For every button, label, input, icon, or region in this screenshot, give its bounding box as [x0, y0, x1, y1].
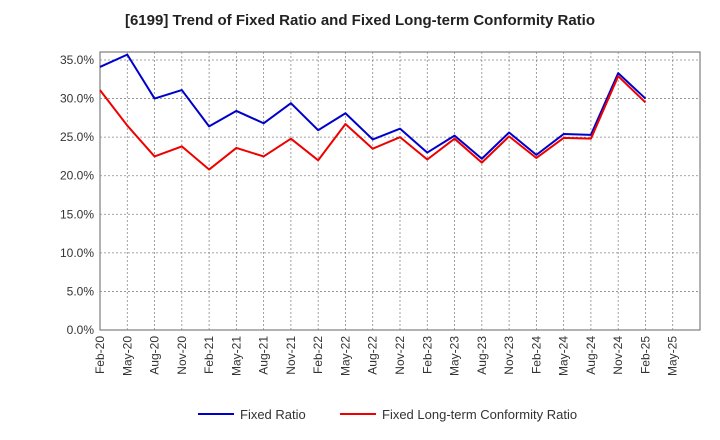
series-line-fixed-ratio — [99, 53, 647, 160]
x-tick-label: Nov-24 — [611, 336, 625, 375]
x-tick-label: Nov-22 — [393, 336, 407, 375]
y-tick-label: 25.0% — [60, 130, 94, 144]
x-tick-label: May-22 — [338, 336, 352, 376]
y-tick-label: 30.0% — [60, 92, 94, 106]
x-tick-label: Nov-23 — [502, 336, 516, 375]
x-tick-label: Aug-20 — [148, 336, 162, 375]
x-tick-label: May-25 — [666, 336, 680, 376]
x-tick-label: Feb-22 — [311, 336, 325, 374]
x-tick-label: Feb-25 — [638, 336, 652, 374]
x-tick-label: May-21 — [229, 336, 243, 376]
x-tick-label: May-24 — [557, 336, 571, 376]
y-tick-label: 0.0% — [67, 323, 95, 337]
y-tick-label: 5.0% — [67, 284, 95, 298]
x-tick-label: May-23 — [448, 336, 462, 376]
x-tick-label: Feb-20 — [93, 336, 107, 374]
x-tick-label: May-20 — [120, 336, 134, 376]
x-tick-label: Aug-22 — [366, 336, 380, 375]
legend-label: Fixed Long-term Conformity Ratio — [382, 407, 577, 422]
x-tick-label: Nov-21 — [284, 336, 298, 375]
legend-label: Fixed Ratio — [240, 407, 306, 422]
x-tick-label: Aug-23 — [475, 336, 489, 375]
y-tick-label: 35.0% — [60, 53, 94, 67]
y-tick-label: 10.0% — [60, 246, 94, 260]
x-tick-label: Aug-21 — [257, 336, 271, 375]
x-tick-label: Feb-24 — [529, 336, 543, 374]
chart-title: [6199] Trend of Fixed Ratio and Fixed Lo… — [124, 12, 596, 29]
y-tick-label: 15.0% — [60, 207, 94, 221]
x-tick-label: Feb-23 — [420, 336, 434, 374]
x-tick-label: Aug-24 — [584, 336, 598, 375]
x-tick-label: Feb-21 — [202, 336, 216, 374]
x-tick-label: Nov-20 — [175, 336, 189, 375]
y-tick-label: 20.0% — [60, 169, 94, 183]
